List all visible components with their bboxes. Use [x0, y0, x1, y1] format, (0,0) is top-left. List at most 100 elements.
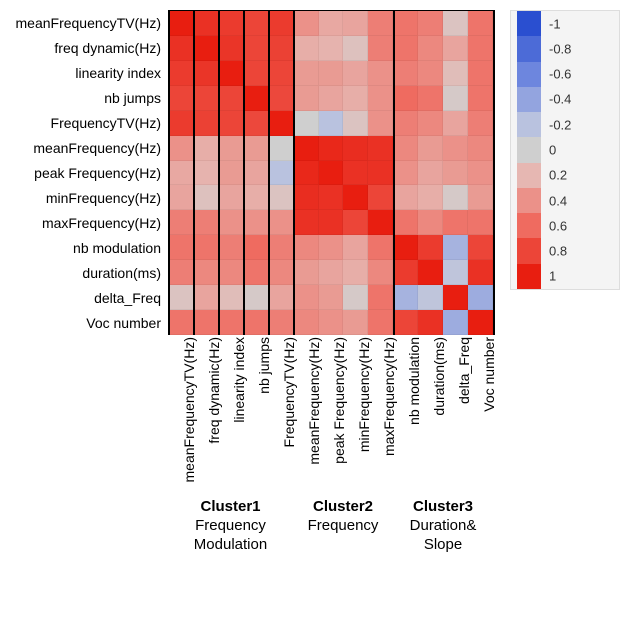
- heatmap-cell: [468, 235, 493, 260]
- heatmap-cell: [194, 235, 219, 260]
- heatmap-cell: [219, 111, 244, 136]
- heatmap-cell: [393, 161, 418, 186]
- heatmap-cell: [294, 185, 319, 210]
- colorbar-segment: [517, 213, 541, 238]
- colorbar-segment: [517, 188, 541, 213]
- heatmap-cell: [343, 285, 368, 310]
- heatmap-cell: [244, 136, 269, 161]
- heatmap-cell: [343, 86, 368, 111]
- heatmap-cell: [368, 260, 393, 285]
- heatmap-cell: [269, 61, 294, 86]
- heatmap-cell: [169, 260, 194, 285]
- heatmap-cell: [343, 36, 368, 61]
- heatmap-cell: [319, 185, 344, 210]
- heatmap-cell: [244, 210, 269, 235]
- heatmap-cell: [219, 235, 244, 260]
- heatmap-cell: [418, 136, 443, 161]
- heatmap-cell: [368, 235, 393, 260]
- row-labels: meanFrequencyTV(Hz)freq dynamic(Hz)linea…: [0, 10, 165, 335]
- heatmap-cell: [194, 285, 219, 310]
- heatmap-cell: [269, 185, 294, 210]
- heatmap-row: [169, 11, 493, 36]
- heatmap-cell: [169, 136, 194, 161]
- col-label: linearity index: [218, 337, 243, 477]
- colorbar-tick-label: -0.6: [549, 67, 571, 82]
- heatmap-cell: [443, 210, 468, 235]
- heatmap-cell: [368, 11, 393, 36]
- heatmap-cell: [319, 161, 344, 186]
- heatmap-cell: [169, 86, 194, 111]
- row-label: maxFrequency(Hz): [0, 210, 165, 235]
- col-label: freq dynamic(Hz): [193, 337, 218, 477]
- heatmap-cell: [343, 61, 368, 86]
- heatmap-cell: [219, 36, 244, 61]
- heatmap-cell: [219, 86, 244, 111]
- heatmap-cell: [294, 310, 319, 335]
- heatmap-cell: [294, 11, 319, 36]
- heatmap-cell: [319, 210, 344, 235]
- heatmap-cell: [468, 111, 493, 136]
- heatmap-cell: [418, 285, 443, 310]
- heatmap-cell: [294, 36, 319, 61]
- heatmap-cell: [468, 185, 493, 210]
- heatmap-cell: [393, 210, 418, 235]
- heatmap-cell: [443, 260, 468, 285]
- cluster-desc: Modulation: [194, 536, 267, 555]
- heatmap-cell: [244, 185, 269, 210]
- col-labels: meanFrequencyTV(Hz)freq dynamic(Hz)linea…: [168, 337, 493, 477]
- cluster-name: Cluster1: [200, 498, 260, 517]
- heatmap-row: [169, 36, 493, 61]
- heatmap-cell: [219, 210, 244, 235]
- heatmap-cell: [319, 310, 344, 335]
- heatmap-cell: [418, 86, 443, 111]
- heatmap-cell: [294, 260, 319, 285]
- heatmap-cell: [244, 260, 269, 285]
- colorbar-tick-label: -0.8: [549, 41, 571, 56]
- heatmap-cell: [169, 11, 194, 36]
- col-label: nb modulation: [393, 337, 418, 477]
- col-label: minFrequency(Hz): [343, 337, 368, 477]
- cluster-label: Cluster2Frequency: [293, 498, 393, 554]
- heatmap-cell: [319, 36, 344, 61]
- heatmap-cell: [194, 36, 219, 61]
- heatmap-cell: [169, 285, 194, 310]
- heatmap-cell: [169, 36, 194, 61]
- heatmap-cell: [343, 260, 368, 285]
- heatmap-cell: [169, 185, 194, 210]
- heatmap-cell: [393, 260, 418, 285]
- heatmap-cell: [319, 285, 344, 310]
- colorbar-segment: [517, 264, 541, 289]
- colorbar-ticks: -1-0.8-0.6-0.4-0.200.20.40.60.81: [541, 11, 619, 289]
- heatmap-cell: [368, 86, 393, 111]
- heatmap-cell: [368, 185, 393, 210]
- heatmap-cell: [169, 111, 194, 136]
- heatmap-cell: [244, 235, 269, 260]
- colorbar-segment: [517, 36, 541, 61]
- col-label: maxFrequency(Hz): [368, 337, 393, 477]
- heatmap-cell: [294, 86, 319, 111]
- heatmap-cell: [269, 136, 294, 161]
- row-label: delta_Freq: [0, 285, 165, 310]
- heatmap-cell: [393, 185, 418, 210]
- heatmap-cell: [294, 161, 319, 186]
- heatmap-row: [169, 136, 493, 161]
- col-label: Voc number: [468, 337, 493, 477]
- heatmap-row: [169, 210, 493, 235]
- heatmap-row: [169, 310, 493, 335]
- heatmap-cell: [194, 210, 219, 235]
- heatmap-cell: [468, 11, 493, 36]
- heatmap-cell: [468, 36, 493, 61]
- heatmap-cell: [169, 235, 194, 260]
- heatmap-cell: [244, 61, 269, 86]
- heatmap-cell: [468, 310, 493, 335]
- heatmap: [168, 10, 493, 335]
- colorbar-tick-label: 0.6: [549, 218, 567, 233]
- heatmap-cell: [393, 235, 418, 260]
- row-label: Voc number: [0, 310, 165, 335]
- heatmap-cell: [294, 285, 319, 310]
- heatmap-cell: [468, 260, 493, 285]
- heatmap-cell: [219, 285, 244, 310]
- heatmap-cell: [169, 210, 194, 235]
- heatmap-row: [169, 86, 493, 111]
- heatmap-cell: [244, 161, 269, 186]
